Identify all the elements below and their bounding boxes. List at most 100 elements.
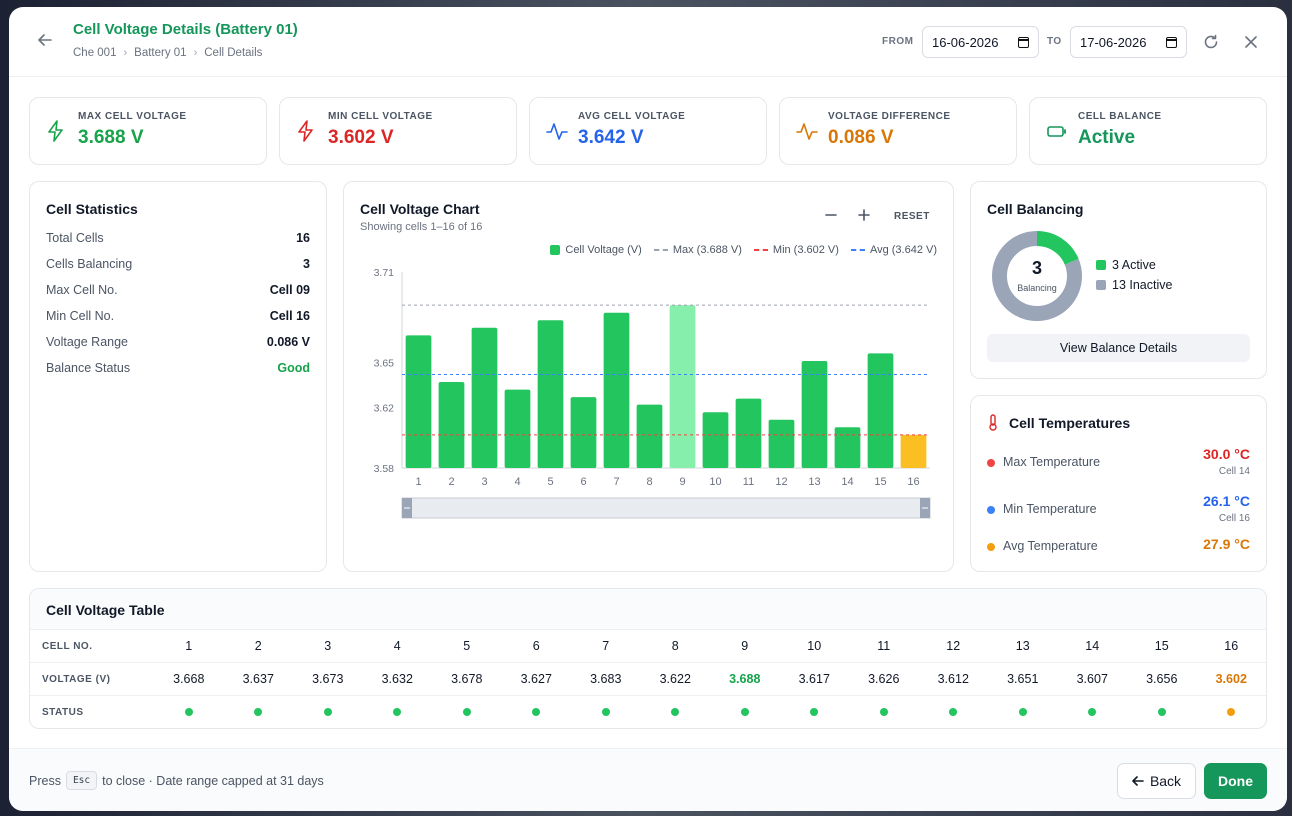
cell-voltage: 3.612 (918, 662, 988, 696)
kpi-value: 3.642 V (578, 127, 644, 148)
y-tick-label: 3.58 (374, 463, 395, 475)
x-tick-label: 15 (874, 476, 886, 488)
bar (537, 320, 564, 468)
stat-label: Cells Balancing (46, 257, 133, 271)
breadcrumb: Che 001 › Battery 01 › Cell Details (73, 47, 262, 59)
status-dot (879, 708, 888, 717)
refresh-icon[interactable] (1200, 31, 1222, 53)
legend-swatch (1096, 280, 1106, 290)
stat-row: Max Cell No. Cell 09 (46, 281, 310, 299)
view-balance-details-button[interactable]: View Balance Details (987, 334, 1250, 362)
y-tick-label: 3.62 (374, 403, 395, 415)
cell-voltage-chart-panel: Cell Voltage Chart Showing cells 1–16 of… (343, 181, 954, 572)
chevron-right-icon: › (193, 47, 198, 59)
stat-value: 3 (303, 257, 310, 271)
bar-chart: 3.713.653.623.581 2 3 4 5 6 7 8 9 10 11 12 13 14 15 16 (374, 267, 931, 519)
page-title: Cell Voltage Details (Battery 01) (73, 21, 298, 38)
breadcrumb-item[interactable]: Che 001 (73, 47, 117, 59)
bar (735, 398, 762, 468)
cell-number: 12 (918, 629, 988, 663)
kpi-card: AVG CELL VOLTAGE 3.642 V (529, 97, 767, 165)
donut-center-label: Balancing (1017, 283, 1057, 293)
cell-voltage-table-panel: Cell Voltage Table CELL NO. 1 2 3 4 5 6 7 8 9 10 11… (29, 588, 1267, 729)
row-header: VOLTAGE (V) (30, 662, 154, 696)
status-dot (1227, 708, 1236, 717)
cell-number: 8 (640, 629, 710, 663)
close-icon[interactable] (1240, 31, 1262, 53)
activity-icon (796, 120, 818, 142)
chevron-right-icon: › (123, 47, 128, 59)
bar (405, 335, 432, 468)
zoom-out-button[interactable] (824, 206, 838, 227)
x-tick-label: 7 (613, 476, 619, 488)
temperature-label: Avg Temperature (1003, 539, 1098, 553)
battery-icon (1046, 120, 1068, 142)
kpi-value: 3.688 V (78, 127, 144, 148)
legend-item-min: Min (3.602 V) (753, 244, 839, 256)
bar (768, 419, 795, 468)
breadcrumb-item: Cell Details (204, 47, 263, 59)
cell-number: 1 (154, 629, 224, 663)
calendar-icon[interactable] (1018, 36, 1029, 48)
to-date-input[interactable]: 17-06-2026 (1070, 26, 1187, 58)
range-brush[interactable] (401, 497, 931, 519)
temperature-cell: Cell 16 (1218, 513, 1250, 524)
done-button[interactable]: Done (1204, 763, 1267, 799)
cell-voltage-modal: Cell Voltage Details (Battery 01) Che 00… (9, 7, 1287, 811)
cell-number: 5 (432, 629, 502, 663)
stat-value: 0.086 V (266, 335, 310, 349)
cell-number: 4 (362, 629, 432, 663)
stat-row: Voltage Range 0.086 V (46, 333, 310, 351)
status-dot (671, 708, 680, 717)
bar (504, 389, 531, 468)
stat-row: Total Cells 16 (46, 229, 310, 247)
status-dot (323, 708, 332, 717)
bolt-icon (46, 120, 68, 142)
temperature-value: 30.0 °C (1203, 446, 1250, 462)
table-row: CELL NO. 1 2 3 4 5 6 7 8 9 10 11 12 13 14 15 16 (30, 629, 1266, 663)
reset-zoom-button[interactable]: RESET (894, 211, 930, 222)
temperatures-title: Cell Temperatures (1009, 415, 1131, 431)
cell-status (223, 695, 293, 728)
from-date-input[interactable]: 16-06-2026 (922, 26, 1039, 58)
cell-status (432, 695, 502, 728)
calendar-icon[interactable] (1166, 36, 1177, 48)
stat-label: Total Cells (46, 231, 104, 245)
bolt-icon (296, 120, 318, 142)
kpi-value: 0.086 V (828, 127, 894, 148)
status-dot (810, 708, 819, 717)
cell-number: 10 (779, 629, 849, 663)
temperature-label: Max Temperature (1003, 455, 1101, 469)
x-tick-label: 6 (580, 476, 586, 488)
cell-voltage: 3.627 (501, 662, 571, 696)
back-arrow-icon[interactable] (35, 30, 55, 50)
status-dot (740, 708, 749, 717)
status-dot (1088, 708, 1097, 717)
legend-item-max: Max (3.688 V) (653, 244, 742, 256)
cell-status (1196, 695, 1266, 728)
back-button[interactable]: Back (1117, 763, 1196, 799)
cell-number: 3 (293, 629, 363, 663)
status-dot (1018, 708, 1027, 717)
donut-slice-active (992, 231, 1082, 321)
row-header: CELL NO. (30, 629, 154, 663)
stat-row: Cells Balancing 3 (46, 255, 310, 273)
back-label: Back (1149, 773, 1182, 789)
x-tick-label: 13 (808, 476, 820, 488)
arrow-left-icon (1132, 776, 1144, 786)
footer-note: Press Esc to close · Date range capped a… (29, 771, 324, 790)
balancing-title: Cell Balancing (987, 201, 1084, 217)
temperature-dot (987, 543, 995, 551)
breadcrumb-item[interactable]: Battery 01 (134, 47, 187, 59)
legend-label: Cell Voltage (V) (565, 244, 642, 256)
temperature-dot (987, 506, 995, 514)
cell-status (571, 695, 641, 728)
temperature-cell: Cell 14 (1218, 466, 1250, 477)
donut-center-value: 3 (1031, 258, 1042, 278)
bar (834, 427, 861, 468)
zoom-in-button[interactable] (857, 206, 871, 227)
cell-voltage: 3.688 (710, 662, 780, 696)
from-date-value: 16-06-2026 (932, 34, 999, 50)
bar (603, 312, 630, 468)
stat-label: Voltage Range (46, 335, 129, 349)
